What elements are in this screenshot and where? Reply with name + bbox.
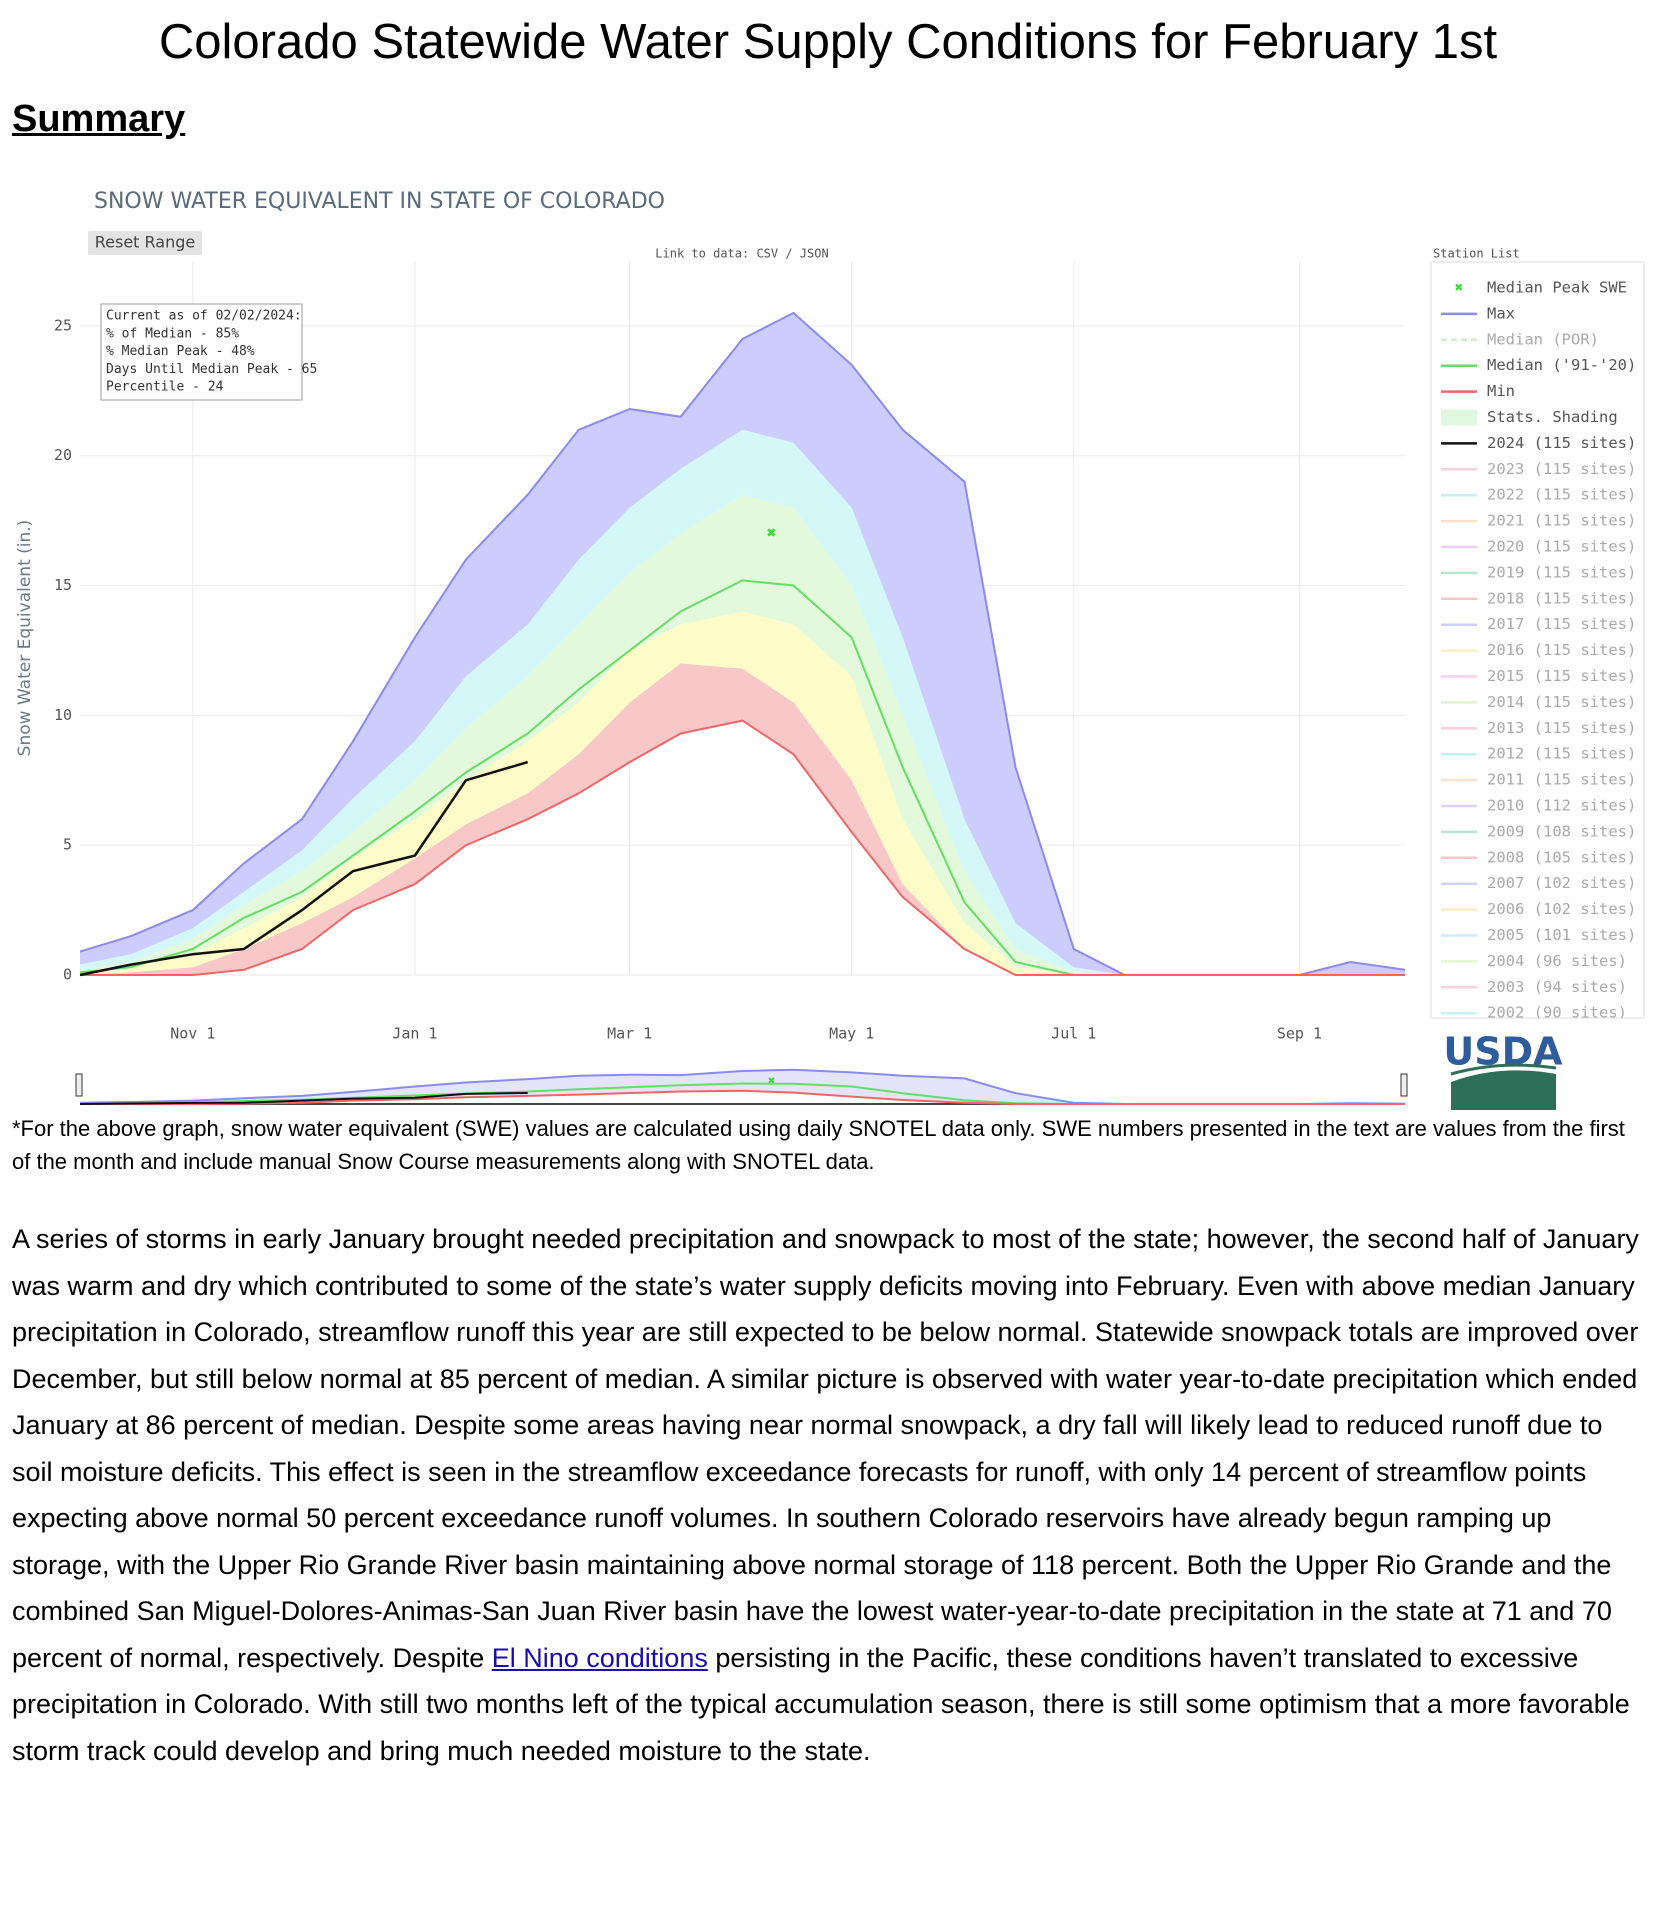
- legend-label: 2023 (115 sites): [1487, 460, 1636, 478]
- shading-band: [80, 429, 1405, 975]
- x-tick-label: May 1: [829, 1025, 874, 1043]
- x-tick-label: Sep 1: [1277, 1025, 1322, 1043]
- annotation-box: [100, 303, 303, 401]
- legend-label: 2005 (101 sites): [1487, 926, 1636, 944]
- legend-box: [1430, 261, 1645, 1019]
- legend-label: 2012 (115 sites): [1487, 745, 1636, 763]
- y-tick-label: 25: [54, 316, 72, 334]
- body-text: persisting in the Pacific, these conditi…: [12, 1642, 1630, 1766]
- legend-label: 2016 (115 sites): [1487, 641, 1636, 659]
- y-tick-label: 5: [63, 836, 72, 854]
- legend-label: 2010 (112 sites): [1487, 797, 1636, 815]
- chart: 0 5 10 15 20 25 Nov 1 Jan 1 Mar 1 May 1 Jul 1 Sep 1…: [15, 189, 1645, 1110]
- x-tick-label: Jul 1: [1051, 1025, 1096, 1043]
- x-tick-label: Mar 1: [607, 1025, 652, 1043]
- annotation-line: % Median Peak - 48%: [106, 344, 255, 359]
- page-title: Colorado Statewide Water Supply Conditio…: [158, 15, 1498, 69]
- shading-band: [80, 312, 1405, 975]
- legend-label: Max: [1487, 304, 1515, 322]
- shading-band: [80, 494, 1405, 975]
- x-tick-label: Nov 1: [170, 1025, 215, 1043]
- y-tick-label: 20: [54, 446, 72, 464]
- series-line: [80, 719, 1405, 976]
- legend-label: 2009 (108 sites): [1487, 822, 1636, 840]
- legend-label: 2020 (115 sites): [1487, 538, 1636, 556]
- y-tick-label: 10: [54, 706, 72, 724]
- legend-label: 2008 (105 sites): [1487, 848, 1636, 866]
- legend-label: 2021 (115 sites): [1487, 512, 1636, 530]
- peak-marker: ✖: [767, 523, 777, 542]
- link[interactable]: El Nino conditions: [491, 1642, 708, 1673]
- range-handle[interactable]: [1400, 1073, 1408, 1097]
- annotation-line: % of Median - 85%: [106, 326, 239, 341]
- legend-label: 2002 (90 sites): [1487, 1004, 1627, 1022]
- reset-button[interactable]: [88, 231, 202, 255]
- body-paragraph: A series of storms in early January brou…: [12, 1216, 1648, 1774]
- y-axis-label: Snow Water Equivalent (in.): [15, 520, 35, 757]
- mini-band: [80, 1069, 1405, 1104]
- legend-label: Median Peak SWE: [1487, 279, 1627, 297]
- legend-label: 2024 (115 sites): [1487, 434, 1636, 452]
- annotation-line: Current as of 02/02/2024:: [106, 309, 302, 324]
- logo-stripe: [1450, 1063, 1557, 1076]
- data-link[interactable]: Link to data: CSV / JSON: [655, 247, 828, 261]
- legend-label: 2007 (102 sites): [1487, 874, 1636, 892]
- legend-label: Median (POR): [1487, 330, 1599, 348]
- legend-label: Stats. Shading: [1487, 408, 1618, 426]
- section-heading: Summary: [12, 98, 186, 140]
- footnote: *For the above graph, snow water equival…: [12, 1116, 1625, 1174]
- legend-label: 2006 (102 sites): [1487, 900, 1636, 918]
- logo-shape: [1451, 1070, 1556, 1110]
- legend-label: 2011 (115 sites): [1487, 771, 1636, 789]
- legend-label: 2019 (115 sites): [1487, 563, 1636, 581]
- mini-line: [79, 1092, 528, 1105]
- mini-peak-marker: ✖: [768, 1074, 775, 1088]
- legend-label: 2017 (115 sites): [1487, 615, 1636, 633]
- legend-label: 2003 (94 sites): [1487, 978, 1627, 996]
- mini-line: [80, 1089, 1405, 1105]
- legend-label: 2013 (115 sites): [1487, 719, 1636, 737]
- y-tick-label: 15: [54, 576, 72, 594]
- legend-label: 2018 (115 sites): [1487, 589, 1636, 607]
- annotation-line: Days Until Median Peak - 65: [106, 362, 317, 377]
- legend-title: Station List: [1433, 247, 1520, 261]
- legend-label: 2004 (96 sites): [1487, 952, 1627, 970]
- y-tick-label: 0: [63, 966, 72, 984]
- legend-label: Median ('91-'20): [1487, 356, 1636, 374]
- legend-label: 2015 (115 sites): [1487, 667, 1636, 685]
- legend-label: 2014 (115 sites): [1487, 693, 1636, 711]
- range-handle[interactable]: [75, 1073, 83, 1097]
- series-line: [79, 760, 529, 977]
- legend-marker: ✖: [1455, 280, 1463, 296]
- chart-title: SNOW WATER EQUIVALENT IN STATE OF COLORA…: [94, 189, 665, 214]
- reset-button-label[interactable]: Reset Range: [95, 233, 196, 252]
- legend-swatch: [1441, 409, 1477, 426]
- x-tick-label: Jan 1: [392, 1025, 437, 1043]
- legend-label: 2022 (115 sites): [1487, 486, 1636, 504]
- body-text: A series of storms in early January brou…: [12, 1224, 1639, 1673]
- legend-label: Min: [1487, 382, 1515, 400]
- annotation-line: Percentile - 24: [106, 380, 224, 395]
